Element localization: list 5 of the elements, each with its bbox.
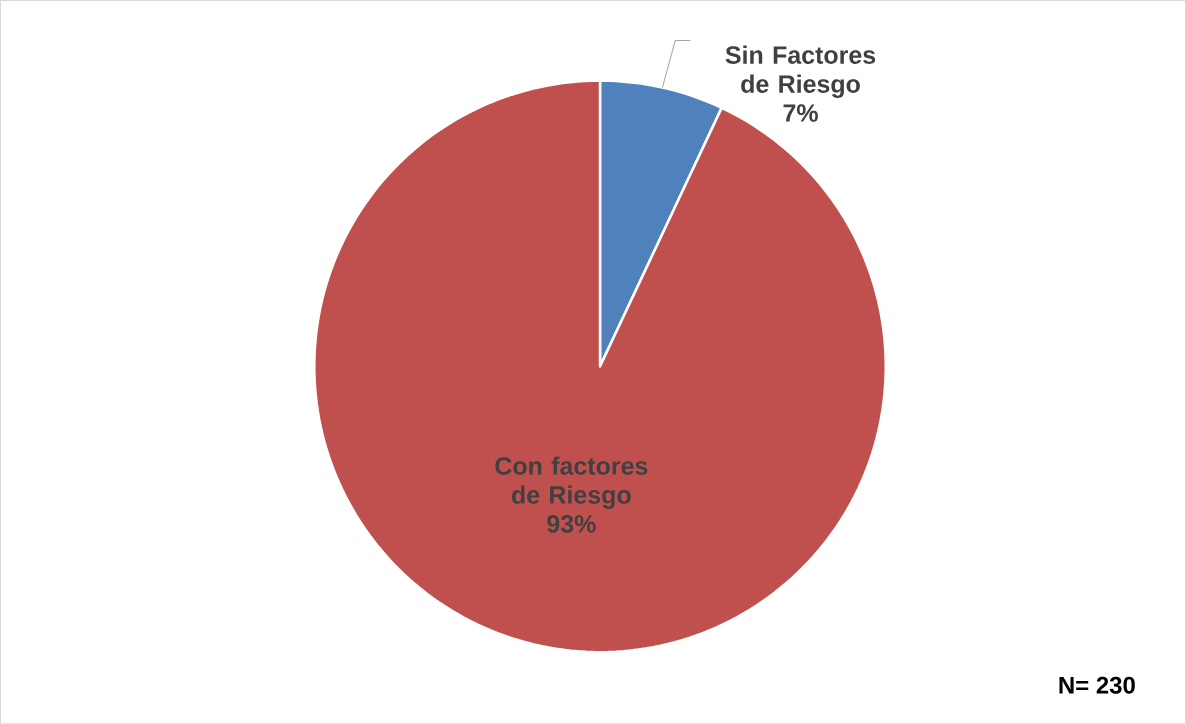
text: N= 230 <box>1059 676 1135 694</box>
slice-label: Sin Factores de Riesgo <box>725 45 876 99</box>
data-label: 7% <box>783 104 818 122</box>
data-label: 93% <box>547 515 596 533</box>
slice-label: Con factores de Riesgo <box>495 456 648 509</box>
